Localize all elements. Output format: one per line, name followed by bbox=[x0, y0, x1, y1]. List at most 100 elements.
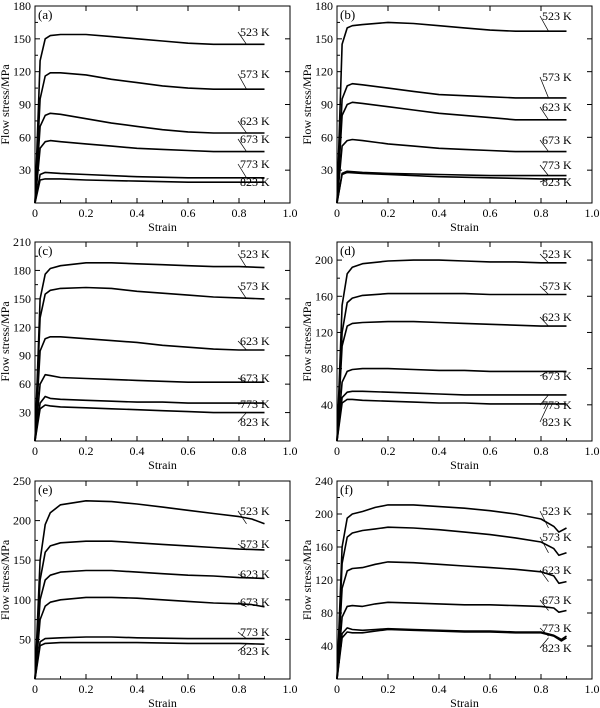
y-tick-label: 40 bbox=[321, 398, 333, 412]
series-label: 673 K bbox=[542, 369, 572, 383]
series-label: 573 K bbox=[240, 67, 270, 81]
series-line-773k bbox=[336, 170, 567, 204]
series-label: 823 K bbox=[240, 415, 270, 429]
y-axis-title: Flow stress/MPa bbox=[300, 64, 314, 145]
x-tick-label: 0.4 bbox=[432, 206, 447, 220]
series-line-573k bbox=[336, 292, 567, 442]
x-axis-title: Strain bbox=[450, 696, 479, 708]
series-line-573k bbox=[34, 540, 265, 680]
y-tick-label: 120 bbox=[13, 65, 31, 79]
series-line-573k bbox=[336, 526, 567, 680]
series-leader-line bbox=[539, 15, 549, 32]
series-line-673k bbox=[34, 373, 265, 442]
series-label: 523 K bbox=[542, 247, 572, 261]
x-tick-label: 0.2 bbox=[79, 444, 94, 458]
series-line-823k bbox=[34, 404, 265, 442]
series-label: 623 K bbox=[542, 100, 572, 114]
panel-label: (b) bbox=[340, 7, 355, 22]
series-leader-line bbox=[539, 253, 549, 264]
series-label: 773 K bbox=[542, 621, 572, 635]
series-leader-line bbox=[539, 139, 549, 152]
series-leader-line bbox=[237, 573, 247, 579]
y-tick-label: 100 bbox=[13, 593, 31, 607]
y-tick-label: 120 bbox=[315, 573, 333, 587]
x-axis-title: Strain bbox=[148, 458, 177, 472]
series-leader-line bbox=[237, 73, 247, 90]
series-leader-line bbox=[539, 106, 549, 121]
series-line-573k bbox=[34, 72, 265, 204]
series-label: 773 K bbox=[240, 157, 270, 171]
series-label: 773 K bbox=[542, 398, 572, 412]
y-tick-label: 80 bbox=[321, 606, 333, 620]
series-label: 573 K bbox=[240, 279, 270, 293]
series-line-773k bbox=[34, 171, 265, 204]
x-tick-label: 0.8 bbox=[232, 444, 247, 458]
series-line-623k bbox=[34, 569, 265, 680]
series-label: 623 K bbox=[542, 310, 572, 324]
series-label: 673 K bbox=[240, 132, 270, 146]
x-tick-label: 0.6 bbox=[181, 444, 196, 458]
series-leader-line bbox=[237, 402, 247, 405]
series-leader-line bbox=[237, 631, 247, 639]
series-leader-line bbox=[237, 510, 247, 524]
y-tick-label: 60 bbox=[19, 377, 31, 391]
series-line-673k bbox=[34, 139, 265, 204]
series-leader-line bbox=[237, 543, 247, 551]
x-tick-label: 1.0 bbox=[283, 682, 298, 696]
x-tick-label: 0.2 bbox=[381, 444, 396, 458]
series-leader-line bbox=[237, 138, 247, 152]
x-tick-label: 0.8 bbox=[232, 206, 247, 220]
x-tick-label: 0.2 bbox=[381, 206, 396, 220]
series-label: 523 K bbox=[542, 504, 572, 518]
series-label: 673 K bbox=[240, 595, 270, 609]
series-line-823k bbox=[336, 398, 567, 442]
series-label: 823 K bbox=[542, 641, 572, 655]
x-tick-label: 0.4 bbox=[130, 682, 145, 696]
y-tick-label: 30 bbox=[19, 163, 31, 177]
series-label: 573 K bbox=[542, 70, 572, 84]
y-tick-label: 200 bbox=[13, 514, 31, 528]
x-tick-label: 0.2 bbox=[79, 206, 94, 220]
series-line-623k bbox=[34, 112, 265, 204]
series-line-523k bbox=[336, 259, 567, 442]
y-tick-label: 80 bbox=[321, 362, 333, 376]
series-line-773k bbox=[336, 390, 567, 442]
panel-label: (a) bbox=[38, 7, 52, 22]
series-leader-line bbox=[237, 601, 247, 608]
series-leader-line bbox=[539, 164, 549, 176]
series-label: 773 K bbox=[240, 397, 270, 411]
x-tick-label: 0.2 bbox=[79, 682, 94, 696]
x-tick-label: 0.6 bbox=[181, 206, 196, 220]
y-tick-label: 60 bbox=[321, 130, 333, 144]
y-tick-label: 40 bbox=[321, 639, 333, 653]
panel-e: 0 0.2 0.4 0.6 0.8 1.0 50 100 150 200 250 Strain Flow… bbox=[0, 474, 298, 708]
series-label: 773 K bbox=[542, 158, 572, 172]
series-line-523k bbox=[34, 33, 265, 204]
series-line-673k bbox=[34, 596, 265, 680]
y-tick-label: 150 bbox=[13, 553, 31, 567]
series-line-573k bbox=[336, 82, 567, 204]
series-line-823k bbox=[34, 641, 265, 680]
y-axis-title: Flow stress/MPa bbox=[300, 539, 314, 620]
series-line-523k bbox=[336, 504, 567, 680]
panel-label: (e) bbox=[38, 482, 52, 497]
series-line-573k bbox=[34, 286, 265, 442]
series-leader-line bbox=[539, 569, 549, 582]
x-tick-label: 0 bbox=[32, 444, 38, 458]
series-leader-line bbox=[237, 31, 247, 45]
y-tick-label: 90 bbox=[19, 98, 31, 112]
y-tick-label: 150 bbox=[315, 32, 333, 46]
series-leader-line bbox=[237, 377, 247, 383]
series-label: 523 K bbox=[240, 504, 270, 518]
x-tick-label: 0.6 bbox=[483, 444, 498, 458]
x-tick-label: 0.6 bbox=[483, 682, 498, 696]
y-tick-label: 90 bbox=[321, 98, 333, 112]
series-line-773k bbox=[34, 636, 265, 680]
series-label: 573 K bbox=[240, 537, 270, 551]
series-label: 523 K bbox=[240, 25, 270, 39]
y-axis-title: Flow stress/MPa bbox=[0, 301, 12, 382]
series-line-523k bbox=[34, 261, 265, 442]
x-tick-label: 1.0 bbox=[585, 206, 600, 220]
x-tick-label: 0 bbox=[32, 682, 38, 696]
